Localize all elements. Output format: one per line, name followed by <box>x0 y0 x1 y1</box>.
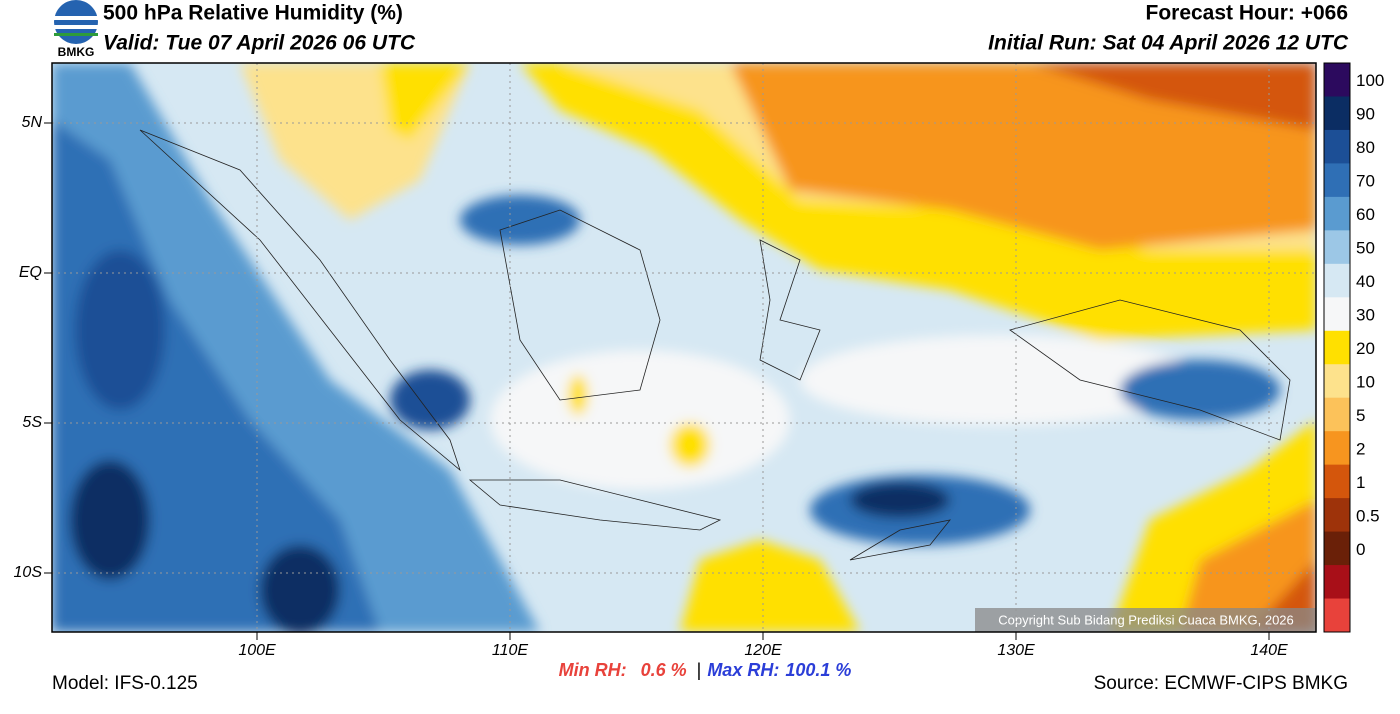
colorbar-frame <box>1323 62 1351 633</box>
separator: | <box>697 660 702 680</box>
colorbar-label: 70 <box>1356 172 1375 191</box>
colorbar-box <box>1324 230 1350 265</box>
colorbar-box <box>1324 498 1350 533</box>
colorbar-box <box>1324 397 1350 432</box>
colorbar-label: 80 <box>1356 138 1375 157</box>
logo: BMKG <box>54 0 98 59</box>
colorbar-label: 10 <box>1356 372 1375 391</box>
colorbar-box <box>1324 565 1350 600</box>
min-max: Min RH: 0.6 % | Max RH: 100.1 % <box>559 660 852 680</box>
coastlines <box>139 129 1291 561</box>
colorbar-label: 0 <box>1356 540 1365 559</box>
lon-label: 130E <box>997 642 1035 659</box>
colorbar-box <box>1324 297 1350 332</box>
colorbar: 100 90 80 70 60 50 40 30 20 10 5 2 1 0.5 0 <box>1323 62 1384 633</box>
lon-label: 110E <box>492 642 529 659</box>
colorbar-box <box>1324 364 1350 399</box>
forecast-hour: Forecast Hour: +066 <box>1146 2 1349 25</box>
source: Source: ECMWF-CIPS BMKG <box>1094 673 1348 694</box>
min-value: 0.6 % <box>641 660 687 680</box>
colorbar-label: 2 <box>1356 439 1365 458</box>
colorbar-box <box>1324 96 1350 131</box>
colorbar-box <box>1324 163 1350 198</box>
colorbar-label: 100 <box>1356 71 1384 90</box>
max-value: 100.1 % <box>785 660 851 680</box>
lon-label: 120E <box>744 642 782 659</box>
lat-label: 10S <box>14 564 43 581</box>
colorbar-label: 5 <box>1356 406 1365 425</box>
min-label: Min RH: <box>559 660 627 680</box>
colorbar-box <box>1324 330 1350 365</box>
logo-text: BMKG <box>58 45 95 59</box>
humidity-field: Copyright Sub Bidang Prediksi Cuaca BMKG… <box>52 63 1316 632</box>
map-frame <box>51 62 1317 633</box>
colorbar-label: 90 <box>1356 105 1375 124</box>
initial-run: Initial Run: Sat 04 April 2026 12 UTC <box>988 32 1349 55</box>
colorbar-label: 60 <box>1356 205 1375 224</box>
colorbar-box <box>1324 531 1350 566</box>
colorbar-label: 30 <box>1356 306 1375 325</box>
lat-label: 5N <box>22 114 43 131</box>
max-label: Max RH: <box>707 660 779 680</box>
colorbar-box <box>1324 263 1350 298</box>
lat-label: 5S <box>22 414 42 431</box>
graticule: 5N EQ 5S 10S 100E 110E 120E 130E 140E <box>14 63 1316 659</box>
colorbar-label: 0.5 <box>1356 506 1380 525</box>
copyright: Copyright Sub Bidang Prediksi Cuaca BMKG… <box>998 612 1294 627</box>
colorbar-box <box>1324 196 1350 231</box>
colorbar-box <box>1324 431 1350 466</box>
lon-label: 140E <box>1250 642 1288 659</box>
colorbar-label: 1 <box>1356 473 1365 492</box>
title: 500 hPa Relative Humidity (%) <box>103 2 403 25</box>
colorbar-box <box>1324 464 1350 499</box>
lat-label: EQ <box>19 264 42 281</box>
colorbar-box <box>1324 129 1350 164</box>
colorbar-label: 40 <box>1356 272 1375 291</box>
colorbar-label: 50 <box>1356 239 1375 258</box>
colorbar-box <box>1324 598 1350 633</box>
model: Model: IFS-0.125 <box>52 673 198 694</box>
lon-label: 100E <box>238 642 276 659</box>
valid-time: Valid: Tue 07 April 2026 06 UTC <box>103 32 416 55</box>
colorbar-label: 20 <box>1356 339 1375 358</box>
colorbar-box <box>1324 63 1350 97</box>
